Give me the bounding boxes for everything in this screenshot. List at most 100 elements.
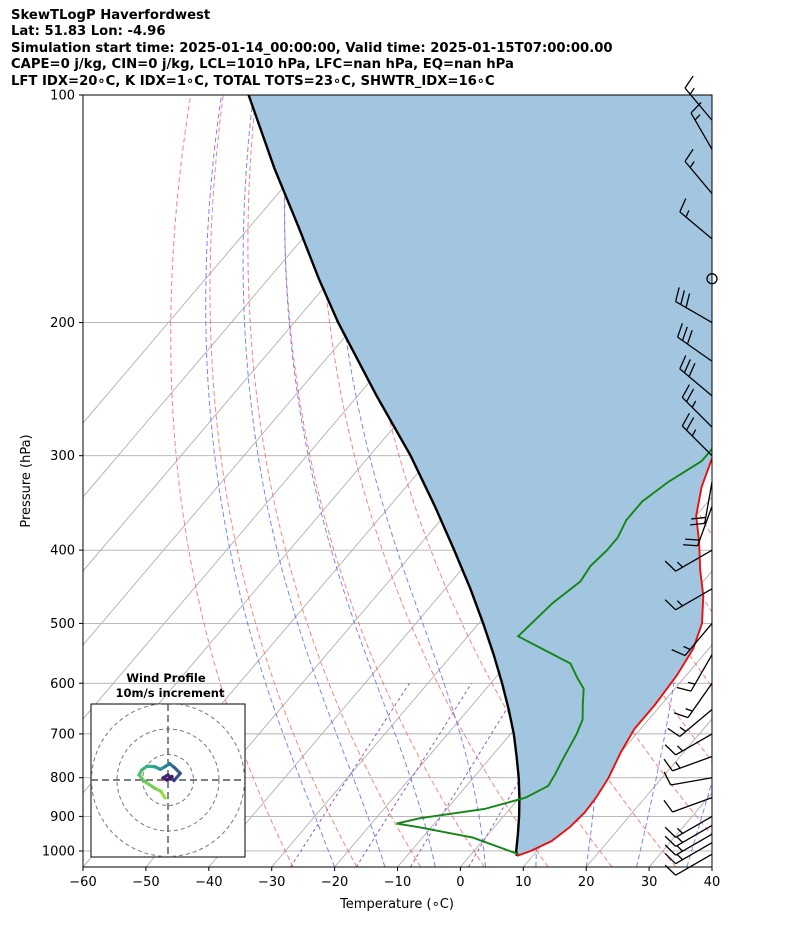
y-tick-label: 200 (50, 316, 75, 331)
barb-flag (676, 323, 683, 338)
isotherm-line (711, 866, 712, 867)
barb-flag (685, 293, 691, 308)
barb-half-flag (685, 210, 690, 218)
barb-flag (664, 835, 677, 847)
chart-header: SkewTLogP Haverfordwest Lat: 51.83 Lon: … (11, 8, 613, 90)
wind-barb (663, 755, 713, 772)
dry-adiabat (711, 95, 712, 98)
dry-adiabat (247, 95, 422, 867)
barb-half-flag (685, 708, 693, 712)
wind-barb (667, 709, 713, 738)
barb-flag (663, 758, 674, 772)
barb-flag (663, 799, 674, 813)
barb-flag (681, 412, 690, 427)
barb-staff (675, 833, 713, 856)
wind-barb (683, 506, 713, 547)
profile-layer (247, 95, 712, 857)
barb-staff (687, 682, 713, 719)
dry-adiabat (483, 95, 712, 688)
wind-barb (664, 588, 713, 611)
hodograph-subtitle: 10m/s increment (116, 686, 225, 700)
wind-barb (664, 815, 713, 838)
barb-flag (671, 649, 686, 657)
barb-staff (675, 301, 713, 324)
barb-flag (691, 516, 706, 520)
barb-staff (675, 842, 713, 865)
isotherm-line (585, 718, 712, 867)
y-tick-label: 900 (50, 810, 75, 825)
barb-half-flag (687, 681, 696, 685)
barb-flag (685, 538, 700, 541)
dry-adiabat (318, 95, 549, 867)
barb-flag (673, 712, 689, 719)
mixing-ratio-line (409, 683, 523, 867)
barb-half-flag (676, 745, 684, 752)
barb-staff (679, 211, 713, 240)
barb-flag (683, 359, 691, 373)
hodograph-segment (142, 779, 157, 790)
barb-staff (697, 506, 713, 546)
barb-half-flag (676, 845, 684, 852)
barb-staff (679, 368, 713, 397)
cin-area (248, 95, 712, 856)
moist-adiabat (737, 95, 794, 867)
x-tick-label: −30 (258, 875, 285, 890)
barb-half-flag (675, 761, 681, 769)
x-tick-label: 0 (456, 875, 464, 890)
isotherm-line (83, 95, 363, 424)
wind-barb (684, 75, 713, 121)
wind-barb (690, 481, 713, 526)
barb-staff (679, 709, 713, 738)
x-tick-label: −60 (69, 875, 96, 890)
barb-half-flag (679, 726, 687, 732)
hodograph-segment (165, 774, 174, 782)
moist-adiabat (284, 95, 436, 867)
barb-flag (685, 417, 695, 431)
isotherm-line (397, 496, 712, 867)
wind-barb (679, 355, 713, 397)
barb-staff (675, 853, 713, 876)
barb-flag (664, 826, 677, 838)
barb-staff (704, 481, 713, 524)
chart-title: SkewTLogP Haverfordwest (11, 8, 211, 23)
barb-flag (683, 544, 698, 547)
barb-flag (685, 388, 695, 402)
barb-staff (677, 336, 713, 362)
wind-barb (674, 287, 713, 324)
barb-staff (672, 797, 713, 813)
barb-half-flag (694, 114, 701, 121)
barb-flag (667, 727, 681, 738)
barb-staff (681, 425, 713, 457)
moist-adiabat (332, 95, 487, 867)
barb-half-flag (676, 854, 684, 861)
barb-flag (681, 384, 690, 398)
barb-flag (664, 853, 677, 865)
wind-barb (679, 198, 713, 240)
index-line: LFT IDX=20∘C, K IDX=1∘C, TOTAL TOTS=23∘C… (11, 73, 495, 89)
x-tick-label: −40 (195, 875, 222, 890)
x-tick-label: −50 (132, 875, 159, 890)
wind-barb (664, 842, 713, 865)
wind-barb (664, 824, 713, 847)
wind-barb (681, 412, 713, 457)
barb-flag (681, 326, 688, 341)
barb-half-flag (676, 827, 684, 834)
x-axis-label: Temperature (∘C) (339, 897, 454, 912)
y-tick-label: 1000 (42, 844, 75, 859)
time-line: Simulation start time: 2025-01-14_00:00:… (11, 40, 613, 56)
barb-half-flag (676, 561, 684, 568)
wind-barb (663, 797, 713, 813)
hodograph-trace (137, 762, 182, 800)
hodograph-inset: Wind Profile 10m/s increment (90, 671, 246, 858)
hodograph-title: Wind Profile (126, 671, 206, 685)
wind-barb (664, 733, 713, 756)
x-tick-label: 20 (578, 875, 595, 890)
moist-adiabat (242, 95, 386, 867)
wind-barbs (663, 75, 718, 876)
y-tick-label: 800 (50, 771, 75, 786)
barb-half-flag (689, 161, 695, 168)
barb-flag (690, 522, 705, 526)
barb-flag (688, 362, 696, 377)
x-tick-label: 40 (704, 875, 721, 890)
cape-cin-shading (248, 95, 712, 856)
